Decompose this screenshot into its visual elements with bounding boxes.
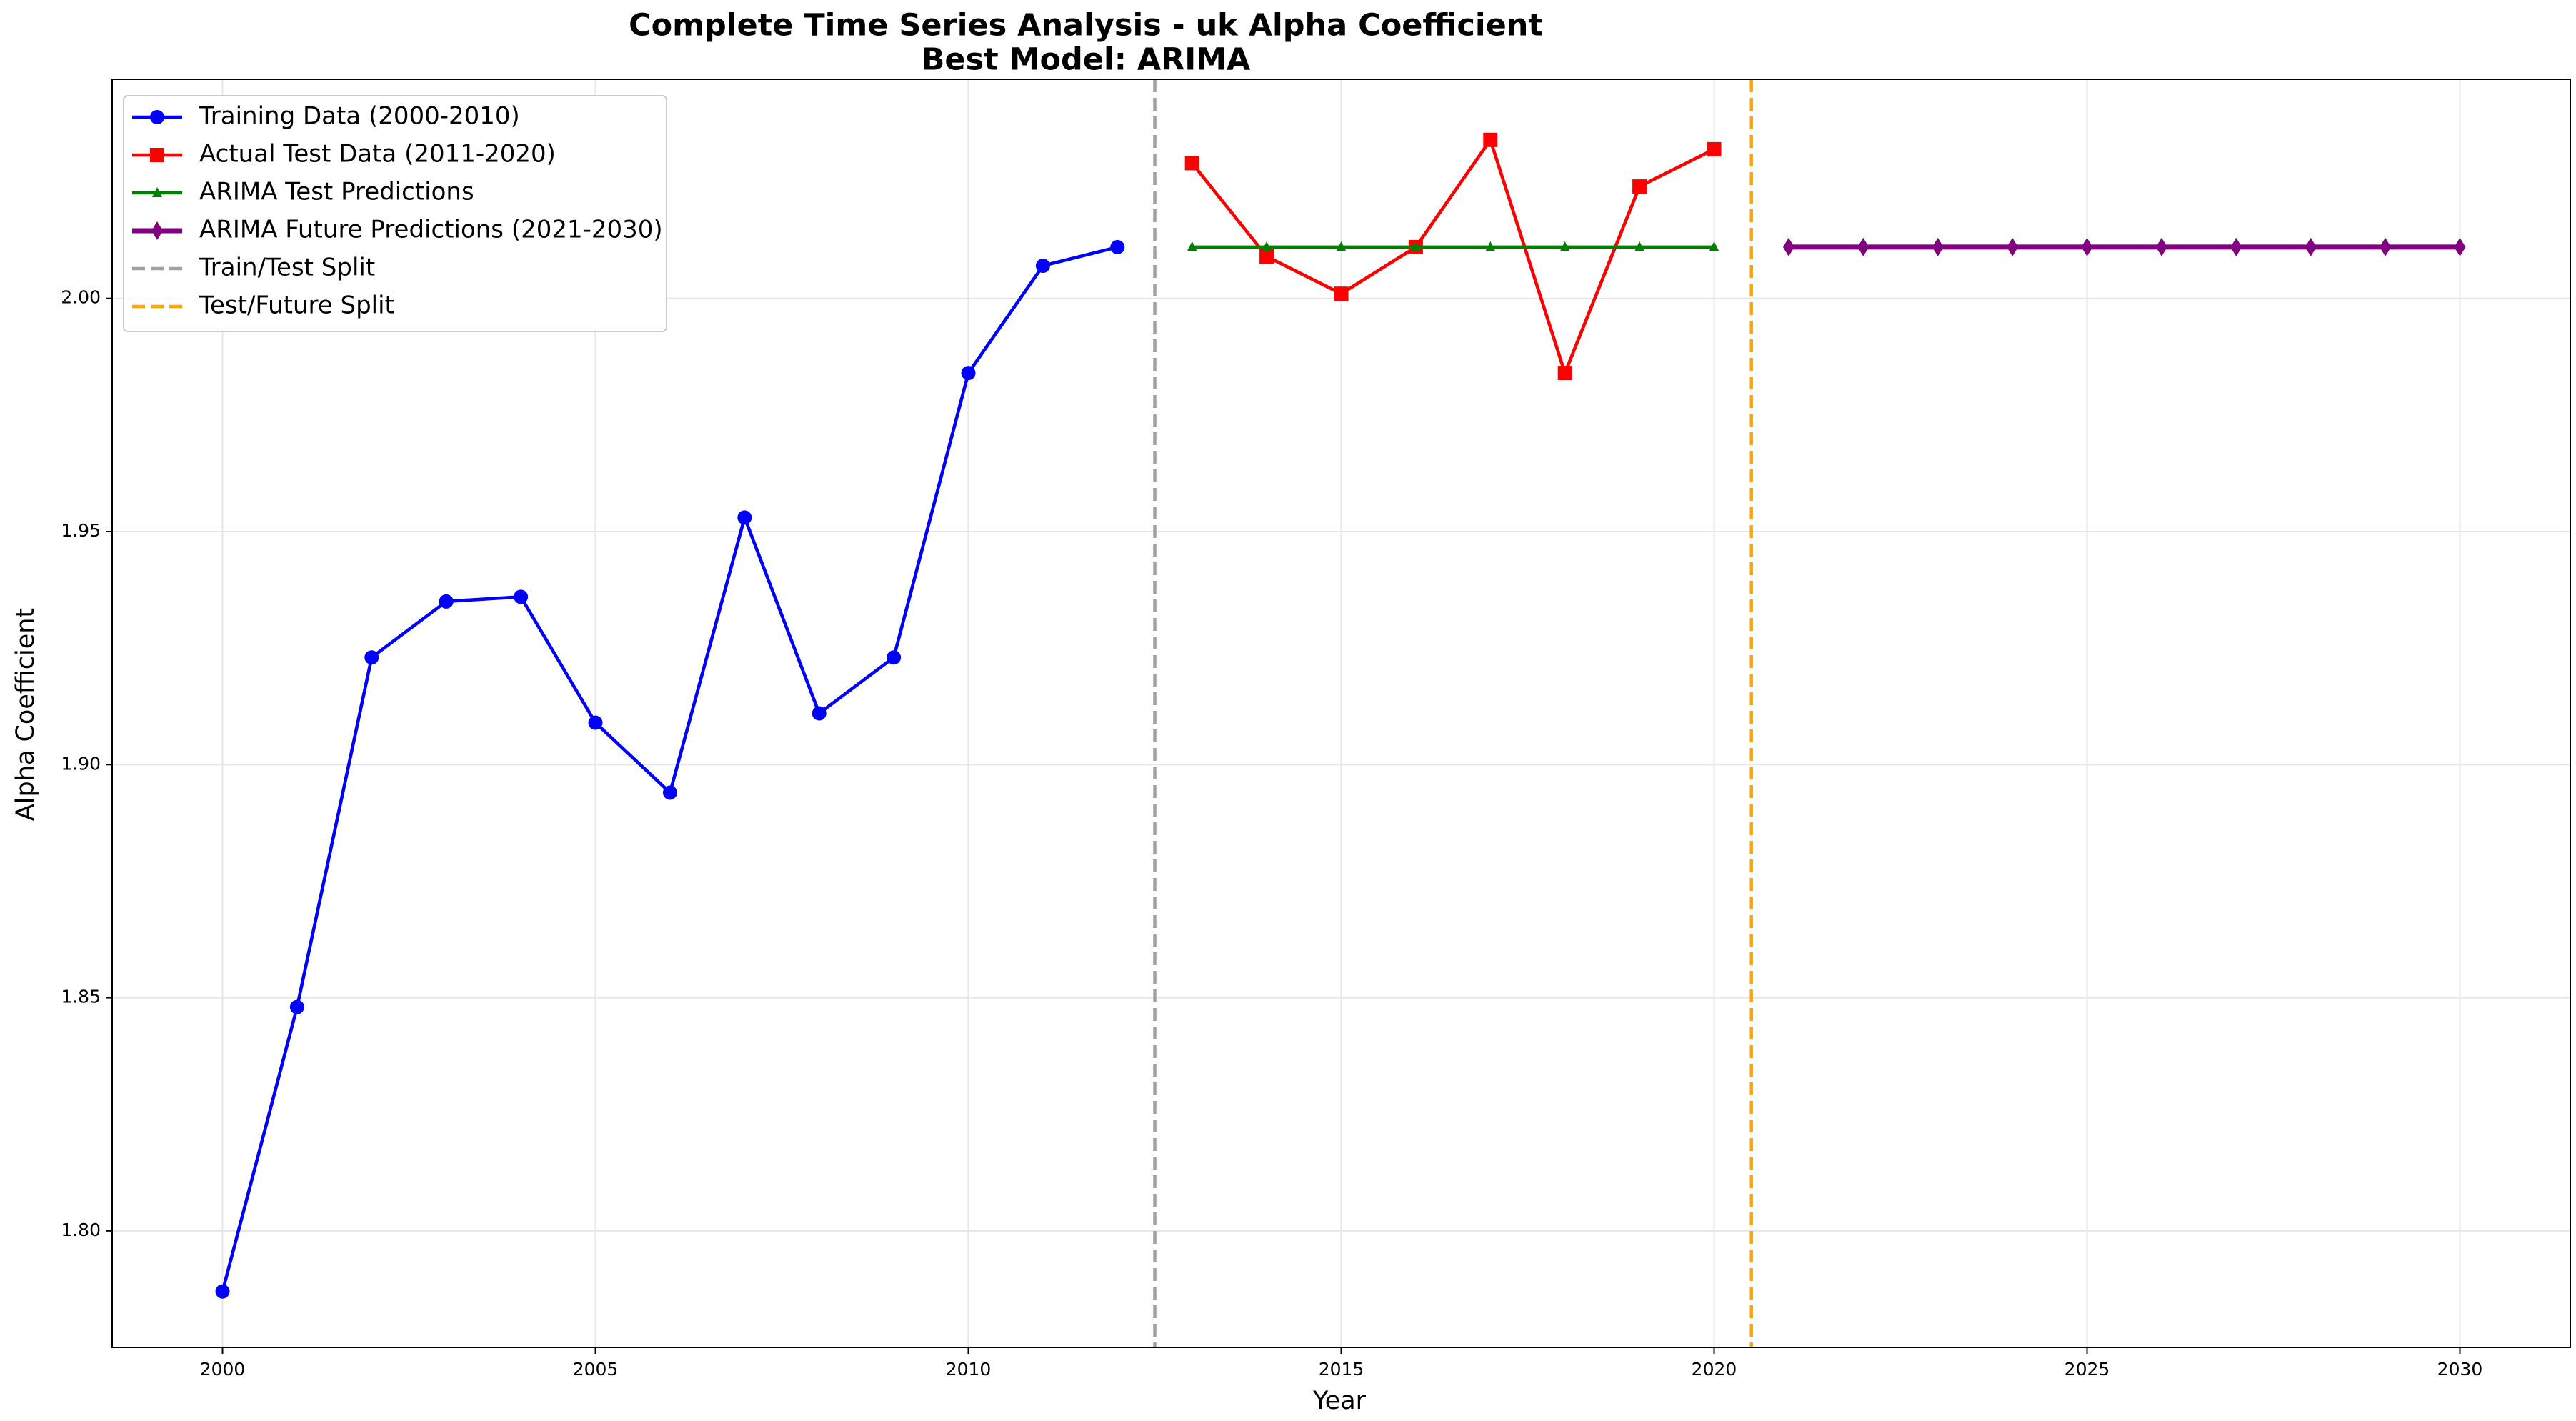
marker	[151, 221, 163, 240]
x-axis-label: Year	[1312, 1387, 1367, 1415]
legend-label: Test/Future Split	[199, 291, 394, 320]
x-tick-label: 2030	[2437, 1359, 2483, 1380]
marker	[2081, 237, 2093, 256]
marker	[1557, 366, 1572, 381]
marker	[150, 148, 164, 162]
marker	[2007, 237, 2019, 256]
marker	[1709, 241, 1719, 251]
marker	[1485, 241, 1496, 251]
marker	[152, 187, 162, 197]
marker	[812, 706, 827, 721]
marker	[1483, 132, 1498, 147]
y-tick-label: 1.80	[61, 1220, 101, 1240]
marker	[1782, 237, 1794, 256]
marker	[215, 1284, 230, 1299]
x-tick-label: 2020	[1692, 1359, 1737, 1380]
legend-box	[123, 95, 667, 332]
x-tick-label: 2010	[946, 1359, 992, 1380]
marker	[1707, 141, 1722, 156]
marker	[439, 594, 454, 609]
marker	[514, 589, 529, 604]
marker	[588, 715, 603, 730]
y-tick-label: 1.90	[61, 753, 101, 774]
marker	[2230, 237, 2242, 256]
legend-label: ARIMA Future Predictions (2021-2030)	[199, 216, 663, 244]
legend-label: Actual Test Data (2011-2020)	[199, 140, 556, 169]
x-tick-label: 2000	[200, 1359, 246, 1380]
plot-frame	[111, 79, 2571, 1348]
x-tick-label: 2025	[2065, 1359, 2110, 1380]
marker	[289, 999, 304, 1014]
legend-label: Training Data (2000-2010)	[199, 102, 520, 131]
marker	[737, 510, 752, 525]
series-line	[1190, 136, 1715, 378]
marker	[1184, 156, 1199, 171]
marker	[1634, 241, 1645, 251]
series-line	[221, 245, 1118, 1292]
chart-title: Complete Time Series Analysis - uk Alpha…	[629, 8, 1543, 44]
marker	[1259, 249, 1274, 264]
marker	[2305, 237, 2317, 256]
x-tick-label: 2015	[1319, 1359, 1364, 1380]
marker	[1187, 241, 1197, 251]
marker	[1336, 241, 1347, 251]
marker	[662, 785, 677, 800]
marker	[1110, 239, 1125, 254]
marker	[2380, 237, 2392, 256]
y-tick-label: 1.85	[61, 987, 101, 1007]
y-tick-label: 1.95	[61, 520, 101, 541]
marker	[2155, 237, 2167, 256]
marker	[1035, 259, 1050, 274]
marker	[887, 650, 902, 665]
marker	[1632, 179, 1647, 194]
x-tick-label: 2005	[573, 1359, 619, 1380]
marker	[1857, 237, 1869, 256]
marker	[961, 366, 976, 381]
marker	[1559, 241, 1570, 251]
marker	[1410, 241, 1421, 251]
legend-label: Train/Test Split	[199, 254, 375, 282]
legend: Training Data (2000-2010) Actual Test Dat…	[123, 95, 667, 332]
marker	[1932, 237, 1944, 256]
y-axis-label: Alpha Coefficient	[11, 608, 40, 821]
legend-label: ARIMA Test Predictions	[199, 178, 474, 206]
marker	[1334, 286, 1349, 301]
marker	[2454, 237, 2466, 256]
chart-subtitle: Best Model: ARIMA	[922, 42, 1251, 78]
marker	[364, 650, 379, 665]
y-tick-label: 2.00	[61, 287, 101, 308]
marker	[150, 110, 164, 124]
marker	[1262, 241, 1272, 251]
